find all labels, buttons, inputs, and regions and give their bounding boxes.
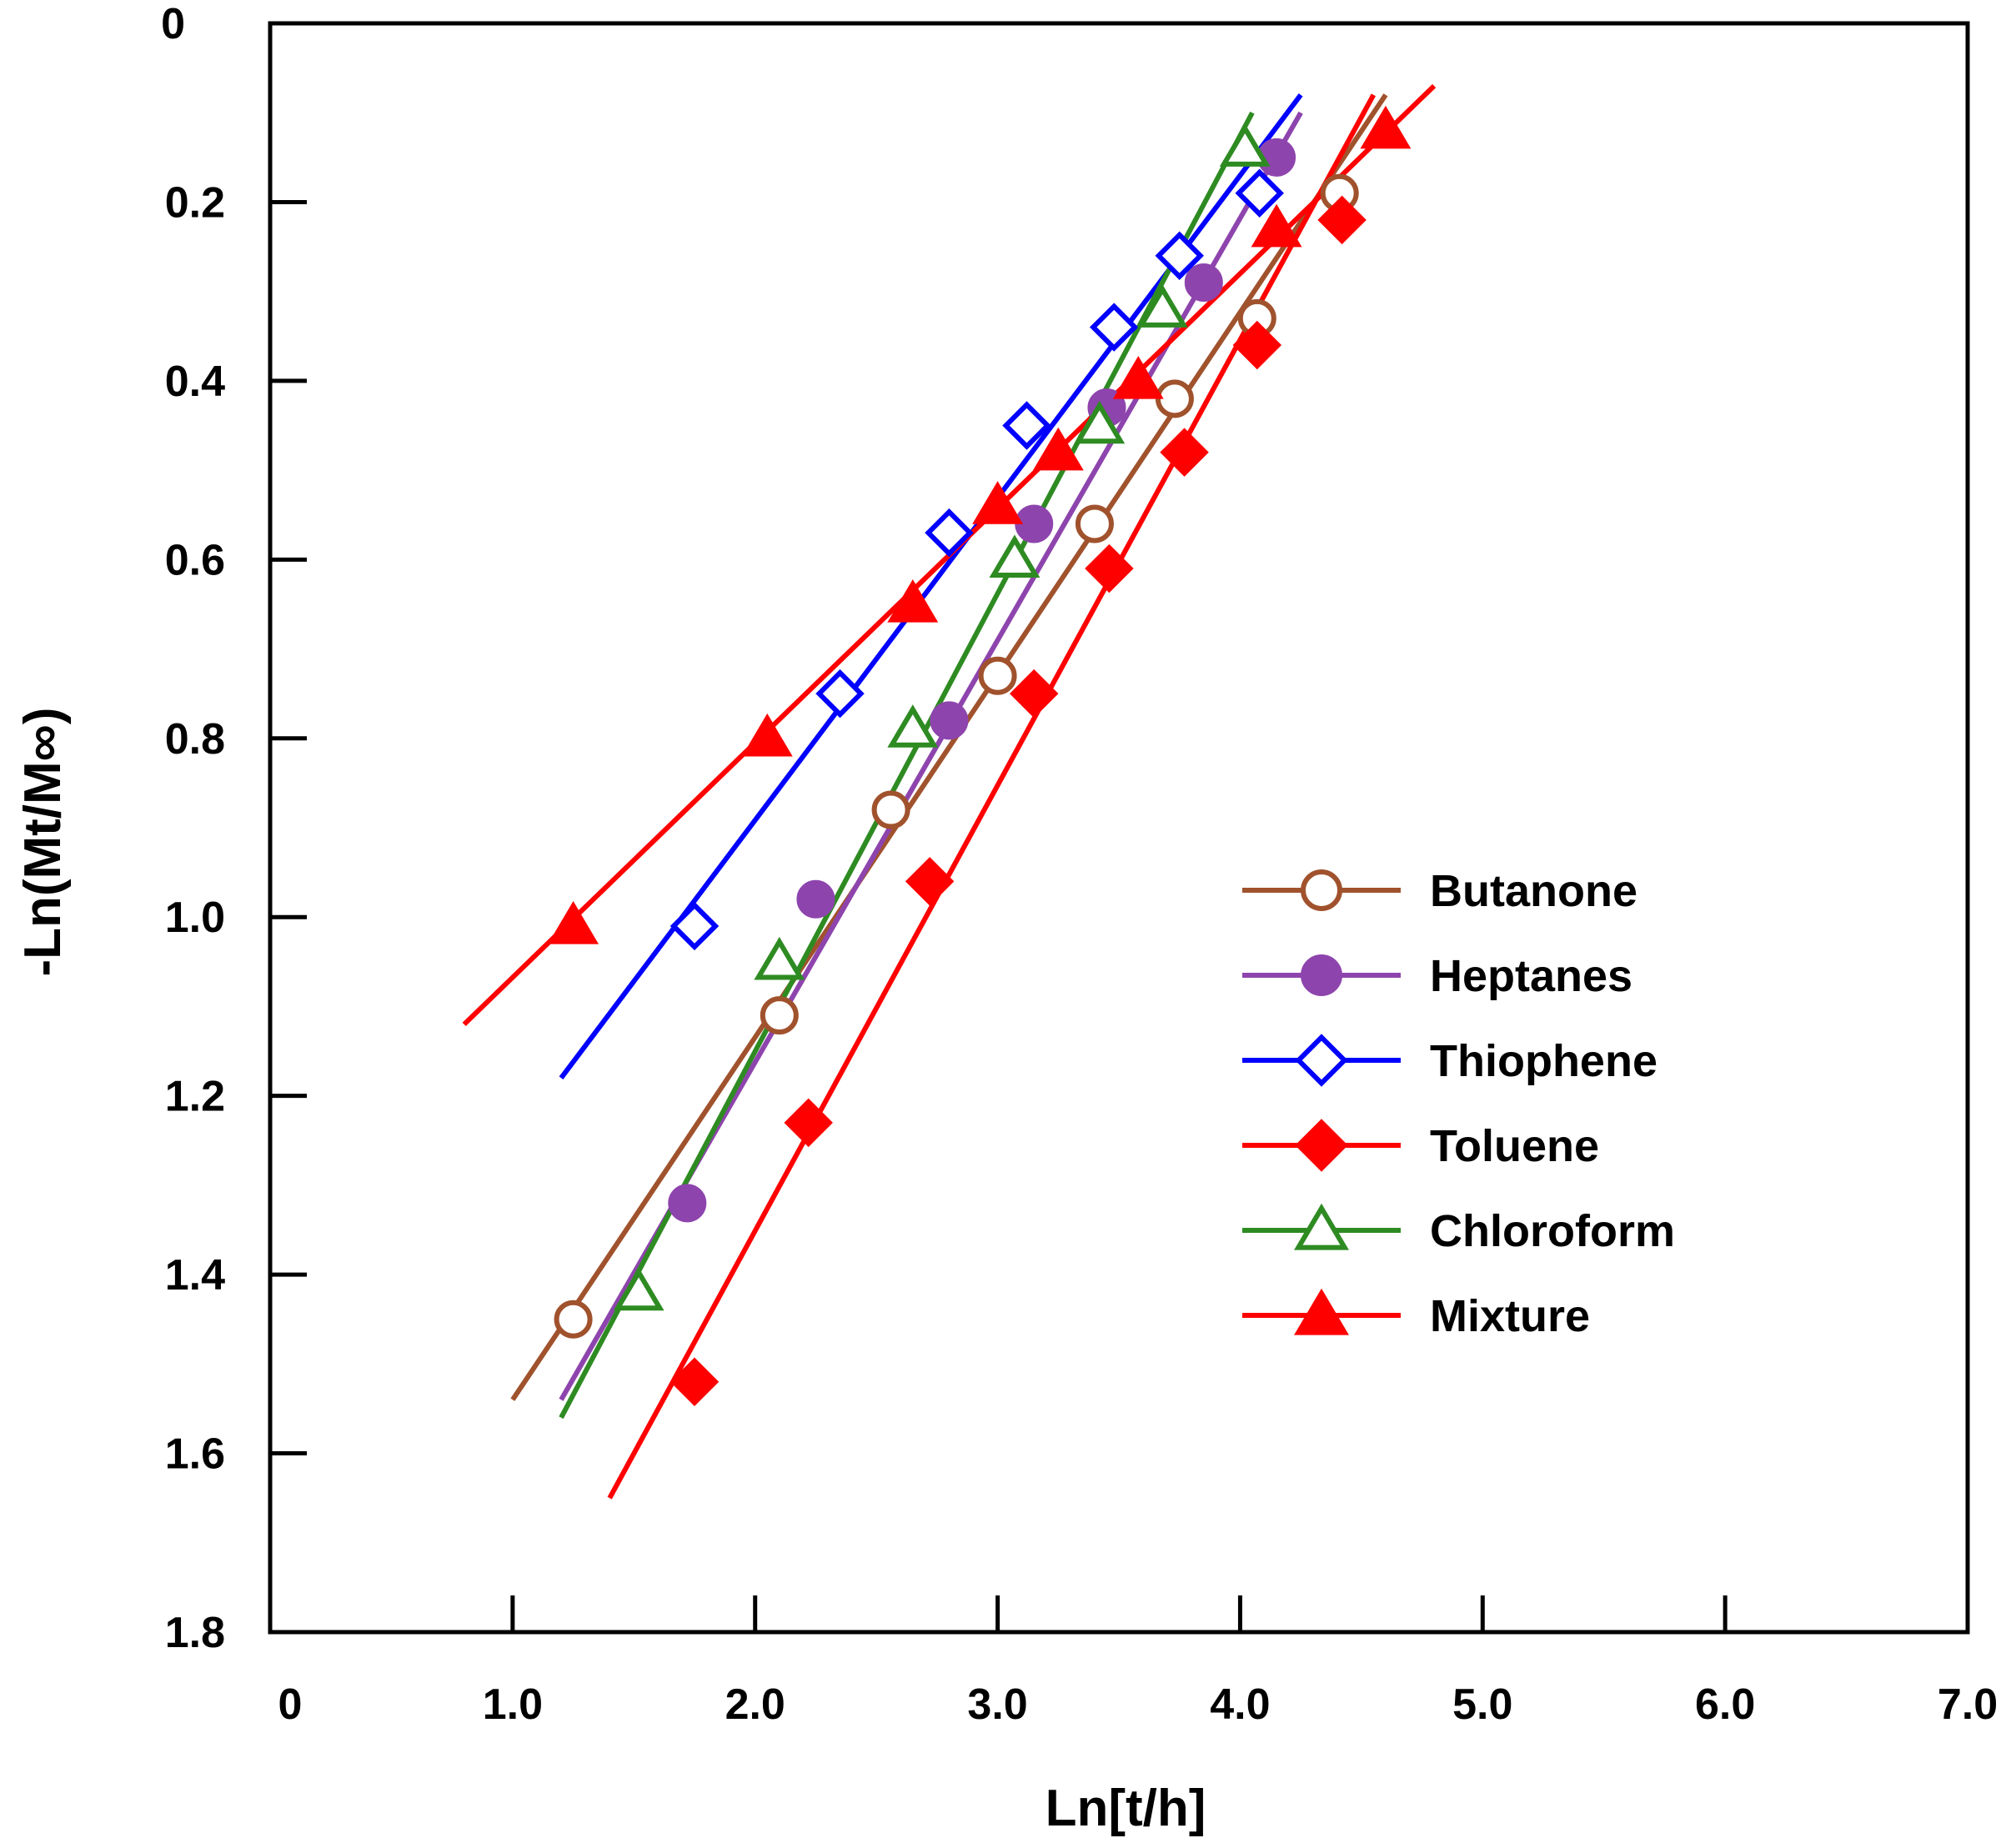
x-tick-label: 2.0	[725, 1680, 785, 1729]
y-tick-label: 1.6	[165, 1430, 225, 1479]
y-axis-title: -Ln(Mt/M∞)	[14, 707, 72, 976]
chloroform-point	[1074, 400, 1126, 444]
butanone-fit-line	[510, 93, 1388, 1401]
plot-frame	[268, 21, 1970, 1635]
mixture-point	[548, 901, 599, 944]
x-tick-label: 6.0	[1695, 1680, 1755, 1729]
butanone-point	[978, 656, 1017, 695]
legend-toluene-label: Toluene	[1430, 1121, 1599, 1171]
legend-toluene-marker	[1295, 1119, 1348, 1172]
toluene-point	[1009, 669, 1059, 719]
y-tick-label: 0.4	[165, 358, 225, 406]
thiophene-point	[1155, 231, 1204, 281]
x-tick-label: 0	[278, 1680, 303, 1729]
mixture-point	[1112, 355, 1164, 399]
legend-mixture-label: Mixture	[1430, 1291, 1590, 1341]
chloroform-point	[1136, 284, 1188, 328]
y-tick-label: 1.0	[165, 894, 225, 942]
toluene-point	[1085, 543, 1134, 593]
axis-ticks: 0 1.0 2.0 3.0 4.0 5.0 6.0 7.0 0 0.2 0.4 0.6 0.8 1.0 1.…	[161, 0, 1998, 1729]
x-tick-label: 1.0	[483, 1680, 543, 1729]
legend-chloroform-marker	[1294, 1203, 1349, 1250]
legend-mixture-marker	[1294, 1288, 1349, 1335]
legend-chloroform-label: Chloroform	[1430, 1206, 1675, 1256]
legend: Butanone Heptanes Thiophene Toluene Chlorofo…	[1242, 866, 1675, 1341]
mixture-point	[972, 481, 1024, 524]
heptanes-point	[668, 1184, 707, 1223]
toluene-point	[1160, 428, 1209, 477]
thiophene-point	[925, 508, 974, 558]
legend-heptanes-label: Heptanes	[1430, 951, 1632, 1001]
x-tick-label: 7.0	[1938, 1680, 1998, 1729]
y-tick-label: 1.8	[165, 1609, 225, 1657]
x-tick-label: 4.0	[1210, 1680, 1270, 1729]
chloroform-point	[613, 1267, 664, 1311]
y-tick-label: 0.6	[165, 536, 225, 584]
butanone-point	[871, 790, 910, 829]
thiophene-point	[815, 669, 865, 719]
legend-butanone-marker	[1301, 869, 1342, 911]
butanone-point	[760, 996, 799, 1035]
thiophene-point	[1089, 303, 1139, 352]
legend-butanone-label: Butanone	[1430, 866, 1637, 916]
fit-lines	[462, 83, 1437, 1500]
chloroform-point	[989, 534, 1041, 578]
thiophene-point	[1002, 401, 1051, 450]
heptanes-point	[930, 701, 969, 740]
y-tick-label: 1.4	[165, 1251, 225, 1300]
toluene-point	[905, 857, 955, 906]
mixture-point	[1032, 427, 1084, 471]
legend-thiophene-marker	[1295, 1034, 1348, 1087]
legend-heptanes-marker	[1301, 954, 1342, 996]
y-tick-label: 1.2	[165, 1073, 225, 1121]
toluene-point	[784, 1098, 833, 1148]
chloroform-point	[887, 704, 939, 748]
heptanes-point	[796, 879, 835, 919]
chloroform-point	[1219, 123, 1271, 167]
data-markers	[548, 105, 1412, 1407]
x-tick-label: 5.0	[1452, 1680, 1512, 1729]
toluene-point	[1232, 320, 1282, 370]
chloroform-point	[754, 936, 805, 980]
toluene-point	[1317, 195, 1367, 245]
x-tick-label: 3.0	[967, 1680, 1027, 1729]
x-axis-title: Ln[t/h]	[1046, 1780, 1206, 1837]
y-tick-label: 0	[161, 0, 185, 48]
thiophene-point	[1235, 168, 1284, 218]
butanone-point	[554, 1300, 593, 1339]
legend-thiophene-label: Thiophene	[1430, 1036, 1657, 1086]
toluene-point	[670, 1357, 720, 1407]
thiophene-point	[670, 901, 720, 951]
y-tick-label: 0.2	[165, 178, 225, 227]
butanone-point	[1075, 504, 1114, 543]
heptanes-point	[1184, 263, 1223, 302]
mixture-point	[1360, 105, 1412, 149]
mixture-point	[1251, 203, 1302, 248]
mixture-point	[741, 713, 793, 757]
y-tick-label: 0.8	[165, 715, 225, 764]
mixture-point	[887, 579, 939, 623]
